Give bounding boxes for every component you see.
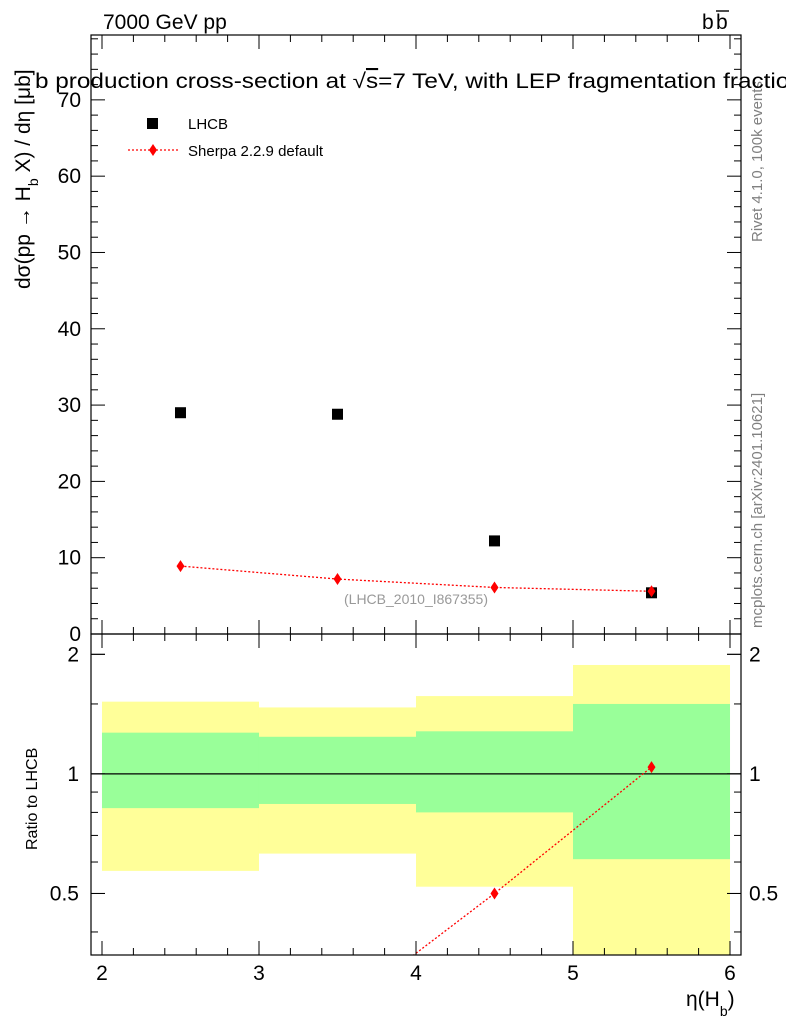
ratio-ylabel: Ratio to LHCB — [24, 748, 41, 850]
ylabel-pre: dσ(pp → H — [12, 186, 35, 289]
process-label-bbar: b — [716, 11, 728, 34]
xlabel-sub: b — [720, 1003, 728, 1019]
sherpa-point — [647, 585, 656, 598]
y-tick-label: 10 — [58, 547, 81, 570]
mcplots-label: mcplots.cern.ch [arXiv:2401.10621] — [749, 393, 766, 628]
ylabel-sub: b — [25, 178, 41, 186]
legend-label-sherpa: Sherpa 2.2.9 default — [188, 143, 324, 160]
main-marks — [174, 407, 658, 599]
ratio-y-tick-label-left: 0.5 — [50, 882, 79, 905]
y-tick-label: 0 — [69, 623, 81, 646]
main-ylabel: dσ(pp → Hb X) / dη [μb] — [12, 69, 41, 289]
x-tick-label: 6 — [724, 962, 736, 985]
uncertainty-band-inner — [258, 736, 416, 804]
legend-marker-sherpa — [149, 144, 157, 156]
main-title: b production cross-section at √s=7 TeV, … — [35, 70, 786, 93]
ylabel-post: X) / dη [μb] — [12, 69, 35, 178]
y-tick-label: 20 — [58, 470, 81, 493]
ratio-panel: 2 3 4 5 6 0.5 0.5 1 1 2 2 Ratio to LHCB η(Hb) — [24, 633, 778, 1019]
uncertainty-band-inner — [416, 731, 574, 813]
x-tick-label: 4 — [410, 962, 422, 985]
xlabel-pre: η(H — [686, 988, 720, 1011]
xlabel-post: ) — [728, 988, 735, 1011]
main-ticks: 0 10 20 30 40 50 60 70 — [58, 35, 741, 646]
y-tick-label: 50 — [58, 241, 81, 264]
ratio-xlabel: η(Hb) — [686, 988, 735, 1019]
mc-ratio-point — [490, 887, 499, 900]
y-tick-label: 60 — [58, 165, 81, 188]
sherpa-point — [490, 581, 499, 594]
sherpa-point — [333, 573, 342, 586]
uncertainty-band-inner — [573, 703, 731, 860]
x-tick-label: 5 — [567, 962, 579, 985]
mc-ratio-point — [647, 761, 656, 774]
analysis-watermark: (LHCB_2010_I867355) — [344, 591, 488, 607]
lhcb-data-point — [489, 535, 501, 547]
ratio-frame — [90, 633, 742, 956]
legend-marker-lhcb — [147, 118, 158, 129]
rivet-label: Rivet 4.1.0, 100k events — [749, 81, 766, 242]
title-sqrt: √ — [353, 70, 367, 93]
sherpa-line — [180, 565, 652, 592]
y-tick-label: 30 — [58, 394, 81, 417]
title-s: s — [366, 70, 378, 93]
ratio-marks — [91, 664, 741, 955]
ratio-y-tick-label-right: 0.5 — [749, 882, 778, 905]
energy-label: 7000 GeV pp — [103, 11, 227, 34]
uncertainty-band-inner — [101, 732, 259, 809]
x-tick-label: 2 — [96, 962, 108, 985]
ratio-y-tick-label-left: 1 — [67, 763, 79, 786]
y-tick-label: 70 — [58, 89, 81, 112]
legend: LHCB Sherpa 2.2.9 default — [128, 116, 324, 160]
lhcb-data-point — [331, 408, 343, 420]
legend-label-lhcb: LHCB — [188, 116, 228, 133]
y-tick-label: 40 — [58, 318, 81, 341]
ratio-y-tick-label-right: 1 — [749, 763, 761, 786]
ratio-ticks: 2 3 4 5 6 0.5 0.5 1 1 2 2 — [50, 634, 778, 985]
title-pre: b production cross-section at — [35, 70, 353, 93]
process-label: b b — [702, 10, 729, 34]
process-label-b: b — [702, 11, 714, 34]
lhcb-data-point — [174, 407, 186, 419]
ratio-y-tick-label-left: 2 — [67, 643, 79, 666]
ratio-y-tick-label-right: 2 — [749, 643, 761, 666]
title-post: =7 TeV, with LEP fragmentation fractions — [378, 70, 786, 93]
main-panel: 0 10 20 30 40 50 60 70 b production cross-secti… — [12, 34, 786, 646]
sherpa-point — [176, 560, 185, 573]
x-tick-label: 3 — [253, 962, 265, 985]
